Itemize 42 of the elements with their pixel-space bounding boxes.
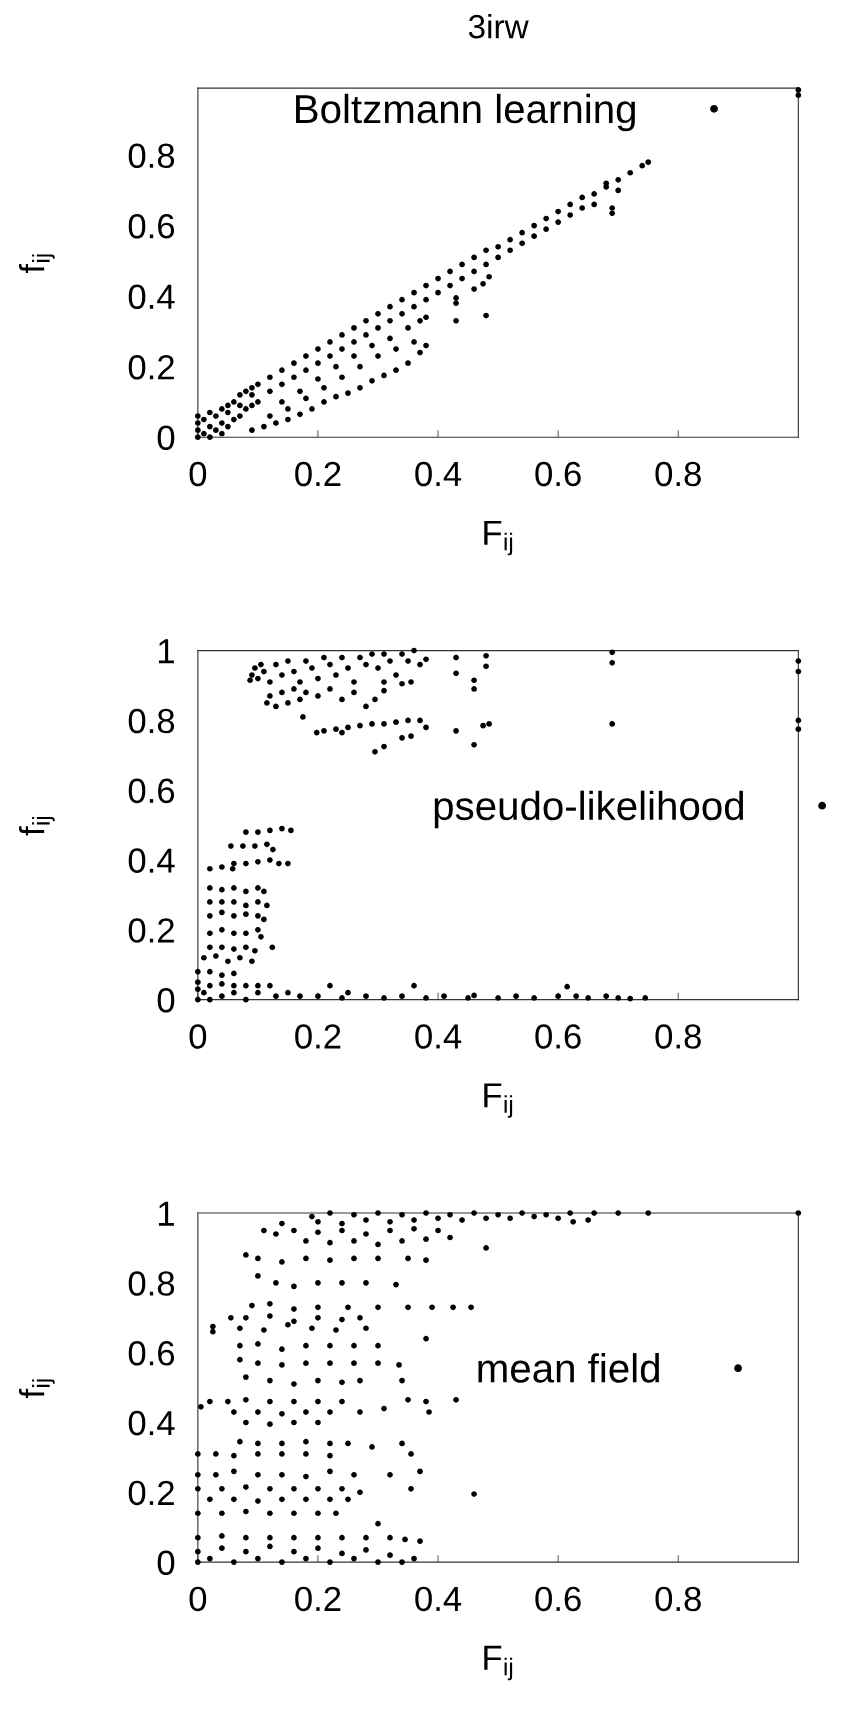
y-tick-label: 0.4: [128, 1410, 175, 1436]
y-axis-title: f$_{ij}$: [19, 816, 55, 836]
y-tick-label: 0.6: [128, 213, 175, 239]
y-tick-label: 0.6: [128, 1341, 175, 1366]
x-tick-label: 0.2: [295, 461, 341, 487]
y-axis-title: f$_{ij}$: [19, 1379, 55, 1399]
x-tick-label: 0: [189, 461, 207, 487]
y-tick-label: 0.6: [128, 778, 175, 804]
x-tick-label: 0.8: [655, 1586, 701, 1612]
x-tick-label: 0: [189, 1586, 207, 1612]
y-tick-label: 1: [158, 639, 174, 664]
y-tick-label: 0: [157, 425, 175, 451]
y-tick-label: 0.4: [128, 284, 175, 310]
x-tick-label: 0.6: [535, 1586, 581, 1612]
x-tick-label: 0.8: [655, 1024, 701, 1049]
y-tick-label: 1: [158, 1201, 174, 1226]
x-tick-label: 0.6: [535, 461, 581, 487]
legend-label: Boltzmann learning: [296, 93, 635, 132]
y-tick-label: 0.4: [128, 848, 175, 873]
y-tick-label: 0: [157, 987, 175, 1013]
x-tick-label: 0.4: [415, 1586, 462, 1612]
x-tick-label: 0.4: [415, 1024, 462, 1049]
x-tick-label: 0.2: [295, 1024, 341, 1049]
x-tick-label: 0: [189, 1024, 207, 1049]
y-tick-label: 0.2: [128, 918, 174, 943]
x-axis-title: F$_{ij}$: [484, 520, 513, 556]
y-tick-label: 0.8: [128, 1271, 175, 1296]
legend-label: pseudo-likelihood: [434, 790, 744, 829]
y-tick-label: 0.8: [128, 708, 175, 734]
x-tick-label: 0.2: [295, 1586, 341, 1612]
legend-label: mean field: [478, 1353, 659, 1383]
x-axis-title: F$_{ij}$: [484, 1083, 513, 1118]
y-tick-label: 0.8: [128, 143, 175, 169]
x-axis-title: F$_{ij}$: [484, 1645, 513, 1681]
y-tick-label: 0: [157, 1550, 175, 1576]
y-tick-label: 0.2: [128, 1480, 174, 1506]
y-tick-label: 0.2: [128, 355, 174, 380]
y-axis-title: f$_{ij}$: [19, 254, 55, 274]
x-tick-label: 0.4: [415, 461, 462, 487]
chart-title: 3irw: [468, 13, 529, 39]
x-tick-label: 0.6: [535, 1024, 581, 1049]
x-tick-label: 0.8: [655, 461, 701, 487]
